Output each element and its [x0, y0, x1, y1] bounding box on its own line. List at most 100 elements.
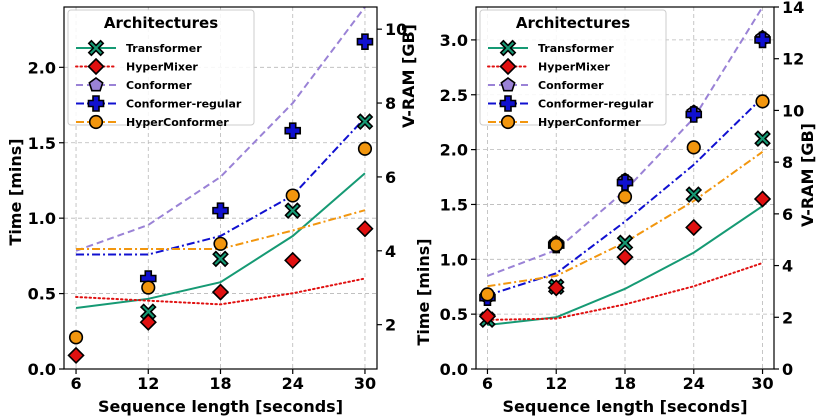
vram-line-conformer: [487, 6, 764, 277]
legend-label: Transformer: [126, 42, 202, 55]
time-marker-hyperconformer: [357, 141, 373, 156]
time-marker-hypermixer: [685, 218, 703, 237]
y2-tick-label: 8: [782, 153, 793, 172]
y-tick-label: 3.0: [440, 31, 468, 50]
y-axis-label: Time [mins]: [6, 138, 25, 245]
y-tick-label: 1.0: [440, 250, 468, 269]
y2-tick-label: 8: [385, 94, 396, 113]
legend-label: Conformer-regular: [126, 98, 242, 111]
y2-tick-label: 10: [385, 20, 407, 39]
time-marker-conformer-regular: [754, 31, 771, 49]
y2-tick-label: 6: [385, 168, 396, 187]
legend-label: HyperMixer: [126, 61, 198, 74]
time-marker-transformer: [616, 234, 634, 252]
x-tick-label: 12: [137, 374, 159, 393]
x-tick-label: 18: [614, 374, 636, 393]
time-marker-hypermixer: [478, 307, 497, 325]
y-tick-label: 1.5: [440, 195, 468, 214]
legend-label: HyperMixer: [538, 61, 610, 74]
legend-label: HyperConformer: [126, 116, 229, 129]
time-marker-hypermixer: [67, 346, 85, 365]
legend-box: [67, 9, 255, 126]
y-tick-label: 0.0: [440, 360, 468, 379]
time-marker-hyperconformer: [686, 140, 701, 155]
legend-marker-hypermixer: [87, 57, 105, 76]
y-tick-label: 0.5: [440, 305, 468, 324]
x-tick-label: 24: [282, 374, 304, 393]
time-marker-conformer-regular: [356, 33, 374, 50]
time-marker-hyperconformer: [285, 188, 300, 203]
x-tick-label: 12: [545, 374, 567, 393]
legend-label: Conformer-regular: [538, 98, 654, 111]
time-marker-conformer-regular: [616, 174, 634, 191]
time-marker-hypermixer: [616, 248, 634, 266]
legend-label: Conformer: [538, 79, 604, 92]
time-marker-transformer: [356, 113, 374, 130]
time-marker-hypermixer: [211, 283, 230, 301]
time-marker-hyperconformer: [549, 237, 564, 253]
legend-label: Transformer: [538, 42, 614, 55]
legend-label: HyperConformer: [538, 116, 641, 129]
y-axis-label: Time [mins]: [414, 238, 433, 345]
time-marker-hyperconformer: [141, 280, 156, 295]
time-marker-hypermixer: [547, 279, 565, 297]
legend-box: [479, 9, 667, 126]
legend-marker-transformer: [499, 39, 517, 57]
y-tick-label: 1.0: [28, 209, 56, 228]
legend-marker-conformer: [500, 77, 516, 92]
vram-line-conformer-regular: [487, 96, 764, 297]
x-tick-label: 6: [70, 374, 81, 393]
legend-marker-conformer-regular: [87, 95, 105, 112]
y2-tick-label: 4: [385, 242, 396, 261]
vram-line-hypermixer: [75, 277, 366, 306]
y-tick-label: 2.0: [440, 141, 468, 160]
time-marker-transformer: [685, 186, 703, 203]
chart-panel-right: 6 12 18 24 300.00.51.01.52.02.53.00246810121…: [414, 0, 817, 416]
x-axis-label: Sequence length [seconds]: [503, 397, 748, 416]
legend-marker-hyperconformer: [88, 114, 104, 130]
time-marker-transformer: [284, 202, 302, 219]
legend-marker-hypermixer: [499, 57, 517, 76]
y-tick-label: 2.5: [440, 86, 468, 105]
time-marker-conformer-regular: [284, 122, 302, 139]
time-marker-hyperconformer: [68, 330, 84, 345]
y2-axis-label: V-RAM [GB]: [399, 24, 418, 128]
y-tick-label: 0.0: [28, 360, 56, 379]
y-tick-label: 0.5: [28, 285, 56, 304]
legend-marker-conformer: [88, 77, 104, 92]
x-tick-label: 18: [209, 374, 231, 393]
time-marker-hypermixer: [284, 251, 302, 270]
y2-tick-label: 4: [782, 257, 793, 276]
time-marker-transformer: [754, 130, 771, 147]
x-axis-label: Sequence length [seconds]: [98, 397, 343, 416]
time-marker-conformer-regular: [212, 202, 229, 219]
x-tick-label: 24: [683, 374, 705, 393]
x-tick-label: 30: [354, 374, 376, 393]
time-marker-hyperconformer: [617, 189, 633, 204]
time-marker-transformer: [212, 250, 229, 268]
x-tick-label: 6: [482, 374, 493, 393]
y2-tick-label: 0: [782, 360, 793, 379]
y2-tick-label: 12: [782, 50, 804, 69]
legend-marker-transformer: [87, 39, 105, 57]
time-marker-hypermixer: [753, 190, 772, 208]
legend-marker-conformer-regular: [499, 95, 517, 112]
time-marker-hypermixer: [356, 220, 374, 238]
vram-line-transformer: [75, 172, 366, 310]
time-marker-hyperconformer: [480, 287, 495, 302]
y-tick-label: 2.0: [28, 58, 56, 77]
time-marker-hyperconformer: [755, 94, 770, 109]
time-marker-hyperconformer: [213, 236, 228, 251]
legend-label: Conformer: [126, 79, 192, 92]
y2-tick-label: 2: [782, 308, 793, 327]
y2-tick-label: 6: [782, 205, 793, 224]
y2-tick-label: 2: [385, 316, 396, 335]
legend-title: Architectures: [516, 14, 630, 32]
time-marker-hypermixer: [139, 313, 157, 331]
time-marker-conformer-regular: [685, 106, 703, 123]
vram-line-conformer-regular: [76, 117, 366, 256]
legend-marker-hyperconformer: [500, 114, 516, 130]
y2-axis-label: V-RAM [GB]: [798, 123, 817, 227]
